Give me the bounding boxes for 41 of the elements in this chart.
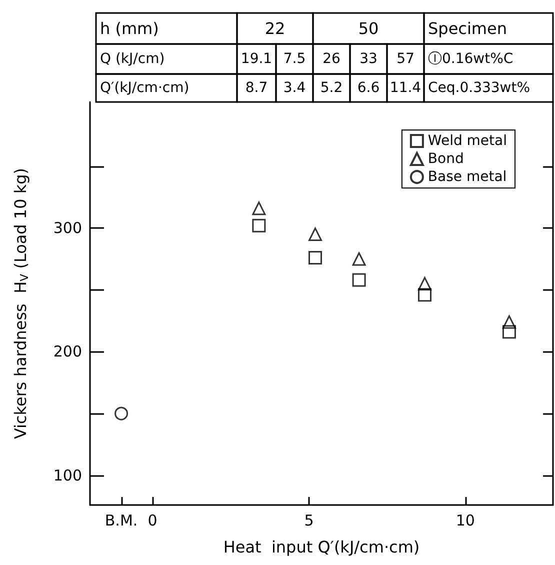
- x-tick-label: 10: [456, 512, 475, 530]
- legend-label: Base metal: [428, 169, 507, 185]
- text: 5.2: [320, 80, 343, 96]
- text: Ceq.0.333wt%: [428, 80, 530, 96]
- text: 22: [264, 19, 286, 38]
- point: [352, 252, 366, 266]
- text: 50: [358, 19, 379, 38]
- y-tick-label: 200: [53, 342, 82, 361]
- text: Ⓘ0.16wt%C: [428, 51, 514, 67]
- x-tick-label: 0: [148, 512, 158, 530]
- text: Specimen: [428, 19, 507, 38]
- point: [114, 406, 128, 420]
- point: [308, 228, 322, 242]
- point: [502, 325, 516, 339]
- y-axis-title: Vickers hardness HV (Load 10 kg): [11, 168, 31, 440]
- x-tick-label: 5: [304, 512, 314, 530]
- legend-label: Bond: [428, 151, 464, 167]
- text: Q′(kJ/cm·cm): [100, 80, 190, 96]
- x-axis-title: Heat input Q′(kJ/cm·cm): [223, 538, 420, 556]
- text: 6.6: [357, 80, 380, 96]
- point: [252, 218, 266, 232]
- legend-label: Weld metal: [428, 133, 508, 149]
- text: 3.4: [283, 80, 306, 96]
- text: 33: [360, 51, 378, 67]
- x-tick-label: B.M.: [104, 512, 138, 530]
- text: 19.1: [240, 51, 272, 67]
- text: Q (kJ/cm): [100, 51, 165, 67]
- point: [352, 273, 366, 287]
- y-tick-label: 300: [53, 219, 82, 238]
- point: [418, 276, 432, 290]
- text: 57: [396, 51, 414, 67]
- text: 7.5: [283, 51, 306, 67]
- point: [418, 288, 432, 302]
- point: [308, 251, 322, 265]
- text: h (mm): [100, 19, 159, 38]
- point: [252, 202, 266, 216]
- text: 26: [322, 51, 340, 67]
- text: 8.7: [245, 80, 268, 96]
- point: [502, 315, 516, 329]
- y-tick-label: 100: [53, 466, 82, 484]
- text: 11.4: [390, 80, 422, 96]
